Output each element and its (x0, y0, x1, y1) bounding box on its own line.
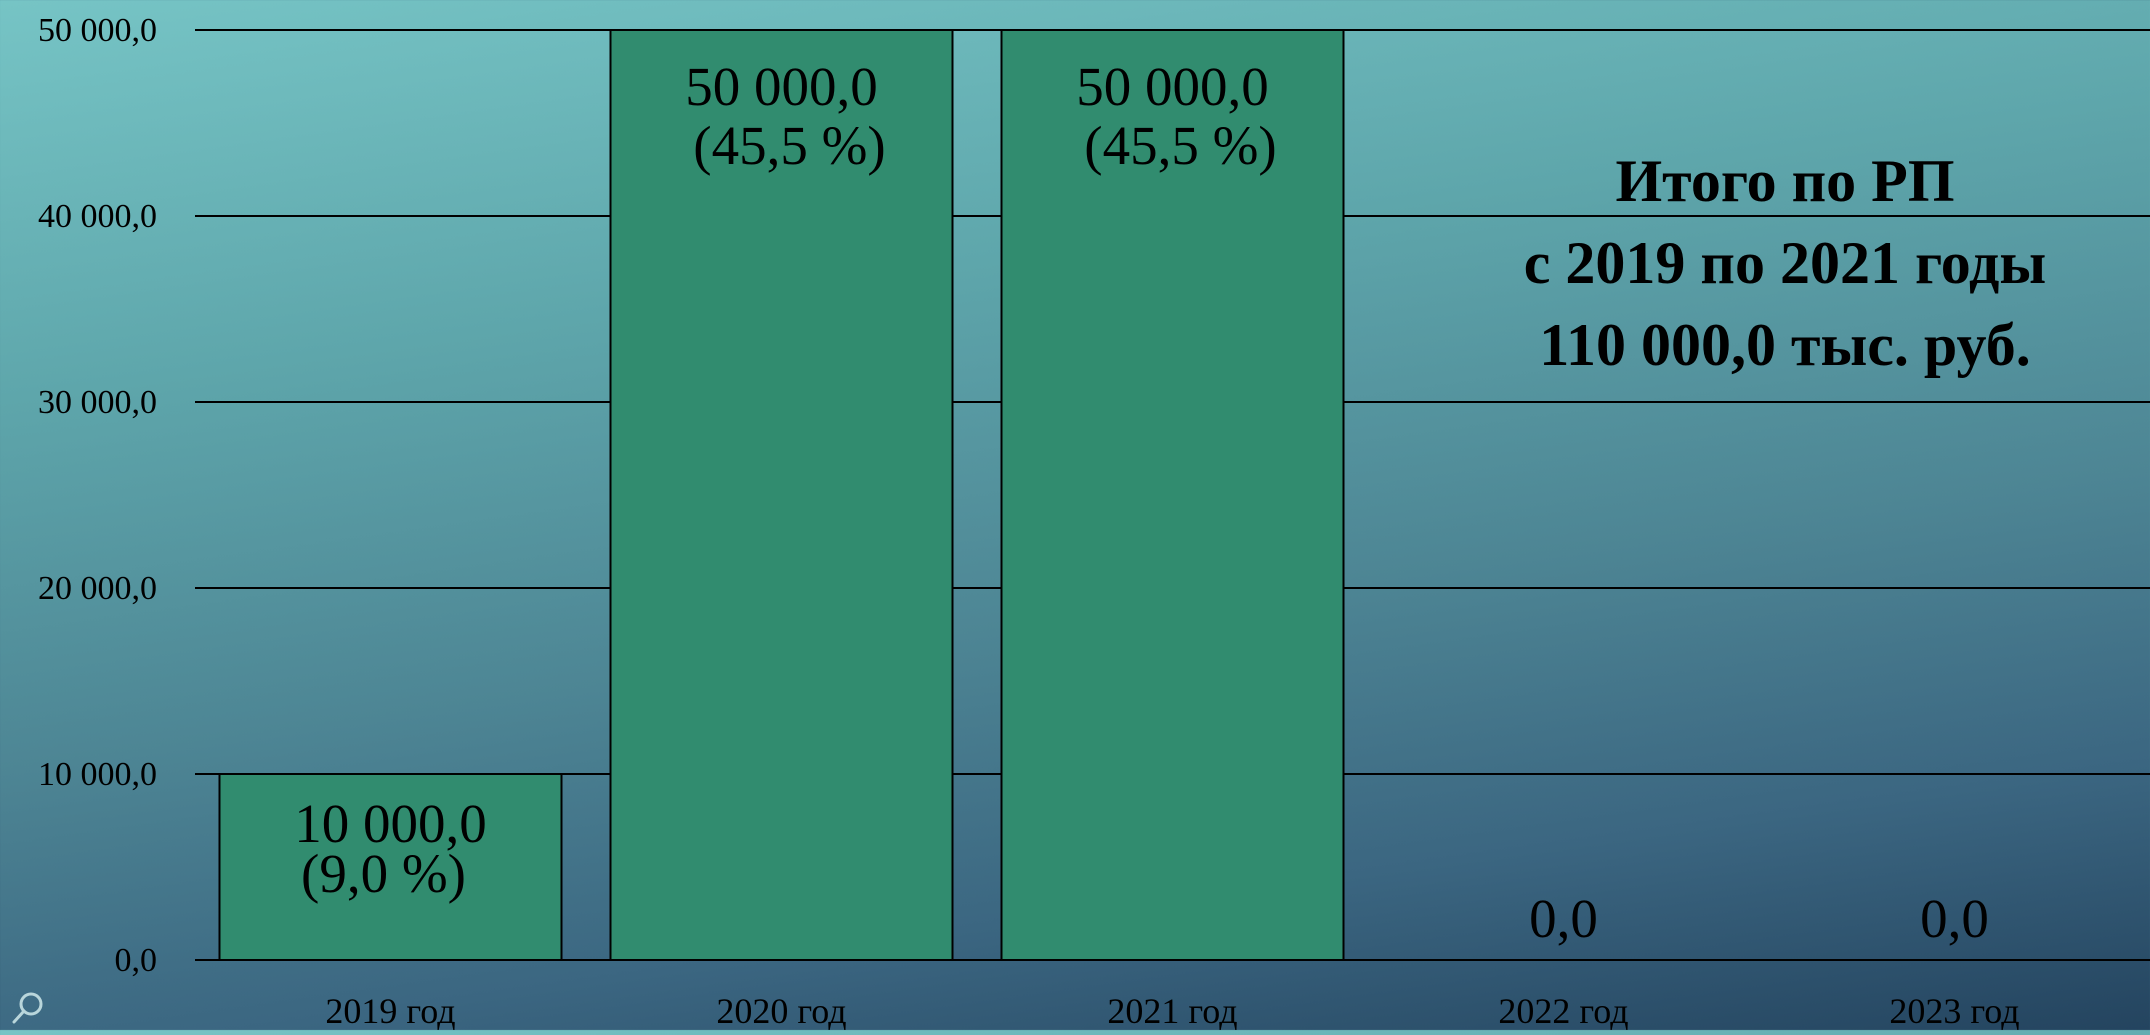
summary-line-3: 110 000,0 тыс. руб. (1539, 312, 2031, 378)
bar (609, 29, 954, 961)
x-category-label: 2022 год (1498, 991, 1628, 1030)
y-tick-label: 20 000,0 (38, 570, 157, 607)
x-category-label: 2023 год (1889, 991, 2019, 1030)
y-tick-label: 40 000,0 (38, 198, 157, 235)
x-axis-categories: 2019 год 2020 год 2021 год 2022 год 2023 год (325, 991, 2019, 1031)
data-label-value: 0,0 (1529, 888, 1598, 949)
bars (218, 29, 1345, 961)
data-label-value: 10 000,0 (294, 793, 487, 854)
x-category-label: 2019 год (325, 991, 455, 1030)
data-labels: 10 000,0(9,0 %)50 000,0(45,5 %)50 000,0(… (294, 56, 1989, 949)
data-label-value: 50 000,0 (685, 56, 878, 117)
summary-total: Итого по РП с 2019 по 2021 годы 110 000,… (1350, 140, 2150, 386)
y-tick-label: 10 000,0 (38, 756, 157, 793)
summary-line-2: с 2019 по 2021 годы (1523, 230, 2047, 296)
y-tick-label: 30 000,0 (38, 384, 157, 421)
search-icon (12, 992, 43, 1024)
data-label-value: 50 000,0 (1076, 56, 1269, 117)
data-label-value: 0,0 (1920, 888, 1989, 949)
data-label-percent: (45,5 %) (1084, 115, 1276, 176)
data-label-percent: (9,0 %) (301, 843, 466, 904)
y-tick-label: 0,0 (115, 942, 158, 979)
x-category-label: 2020 год (716, 991, 846, 1030)
y-axis-ticks: 0,0 10 000,0 20 000,0 30 000,0 40 000,0 50 00… (38, 12, 157, 979)
x-category-label: 2021 год (1107, 991, 1237, 1030)
y-tick-label: 50 000,0 (38, 12, 157, 49)
bar (1000, 29, 1345, 961)
summary-line-1: Итого по РП (1615, 148, 1955, 214)
bar (218, 773, 563, 961)
data-label-percent: (45,5 %) (693, 115, 885, 176)
